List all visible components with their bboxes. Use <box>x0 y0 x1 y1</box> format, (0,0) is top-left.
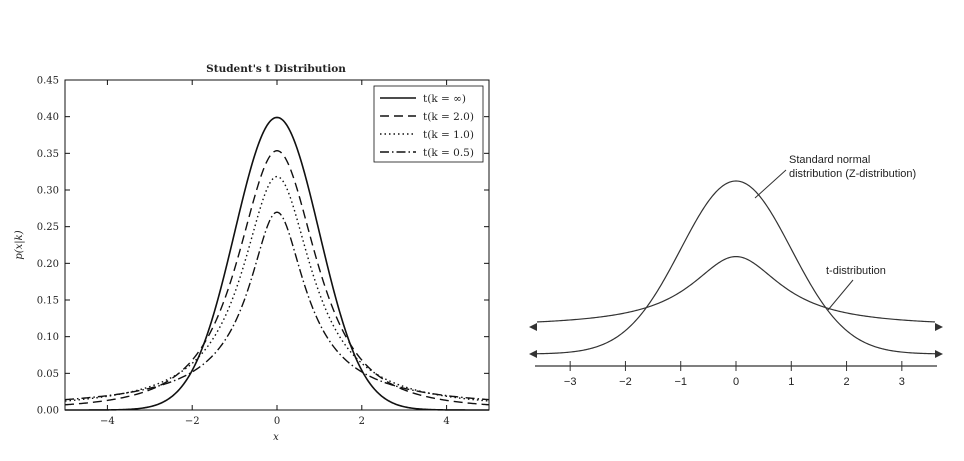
t-arrow-left <box>529 323 537 331</box>
t-curve <box>536 255 936 323</box>
normal-annotation-line2: distribution (Z-distribution) <box>789 168 916 180</box>
x-ticks: −4 −2 0 2 4 <box>100 80 450 427</box>
chart-title: Student's t Distribution <box>206 63 346 75</box>
x-tick-label: 2 <box>359 416 365 427</box>
normal-vs-t-chart: −3 −2 −1 0 1 2 3 Standard normal distribution … <box>529 154 943 388</box>
annotations: Standard normal distribution (Z-distribu… <box>754 154 916 311</box>
students-t-chart: Student's t Distribution −4 −2 0 2 4 0.000.0… <box>14 63 490 443</box>
y-tick-label: 0.35 <box>37 149 59 160</box>
legend-label-2: t(k = 2.0) <box>423 111 474 123</box>
legend: t(k = ∞) t(k = 2.0) t(k = 1.0) t(k = 0.5) <box>373 85 484 163</box>
legend-label-4: t(k = 0.5) <box>423 147 474 159</box>
y-tick-label: 0.20 <box>37 259 59 270</box>
x-tick-label-right: −1 <box>674 376 687 388</box>
x-tick-label: −4 <box>100 416 115 427</box>
normal-leader-line <box>754 169 787 199</box>
normal-arrow-right <box>935 350 943 358</box>
legend-label-3: t(k = 1.0) <box>423 129 474 141</box>
x-tick-label: −2 <box>185 416 200 427</box>
x-ticks-right: −3 −2 −1 0 1 2 3 <box>564 361 905 388</box>
curves-group <box>64 116 490 411</box>
x-tick-label: 0 <box>274 416 280 427</box>
normal-arrow-left <box>529 350 537 358</box>
y-tick-label: 0.10 <box>37 332 59 343</box>
x-tick-label-right: 3 <box>899 376 905 388</box>
x-tick-label-right: −2 <box>619 376 632 388</box>
y-tick-label: 0.40 <box>37 112 59 123</box>
y-tick-label: 0.05 <box>37 369 59 380</box>
x-tick-label-right: 0 <box>733 376 739 388</box>
curves-group-right <box>529 180 943 358</box>
y-ticks: 0.00 0.05 0.10 0.15 0.20 0.25 0.30 0.35 0.40 0.45 <box>37 76 489 417</box>
y-tick-label: 0.00 <box>37 406 59 417</box>
x-tick-label: 4 <box>443 416 449 427</box>
y-axis-label: p(x|k) <box>14 230 25 259</box>
y-tick-label: 0.45 <box>37 76 59 87</box>
series-line-2 <box>64 150 490 406</box>
x-tick-label-right: 2 <box>843 376 849 388</box>
x-tick-label-right: −3 <box>564 376 577 388</box>
x-axis-label: x <box>273 432 279 443</box>
t-leader-line <box>827 279 854 311</box>
normal-annotation-line1: Standard normal <box>789 154 870 166</box>
y-tick-label: 0.25 <box>37 222 59 233</box>
series-line-3 <box>64 175 490 402</box>
legend-label-1: t(k = ∞) <box>423 93 466 105</box>
t-annotation: t-distribution <box>826 265 886 277</box>
series-line-4 <box>64 211 490 401</box>
t-arrow-right <box>935 323 943 331</box>
normal-curve <box>536 180 936 355</box>
y-tick-label: 0.30 <box>37 186 59 197</box>
series-line-1 <box>65 116 489 411</box>
y-tick-label: 0.15 <box>37 296 59 307</box>
x-tick-label-right: 1 <box>788 376 794 388</box>
